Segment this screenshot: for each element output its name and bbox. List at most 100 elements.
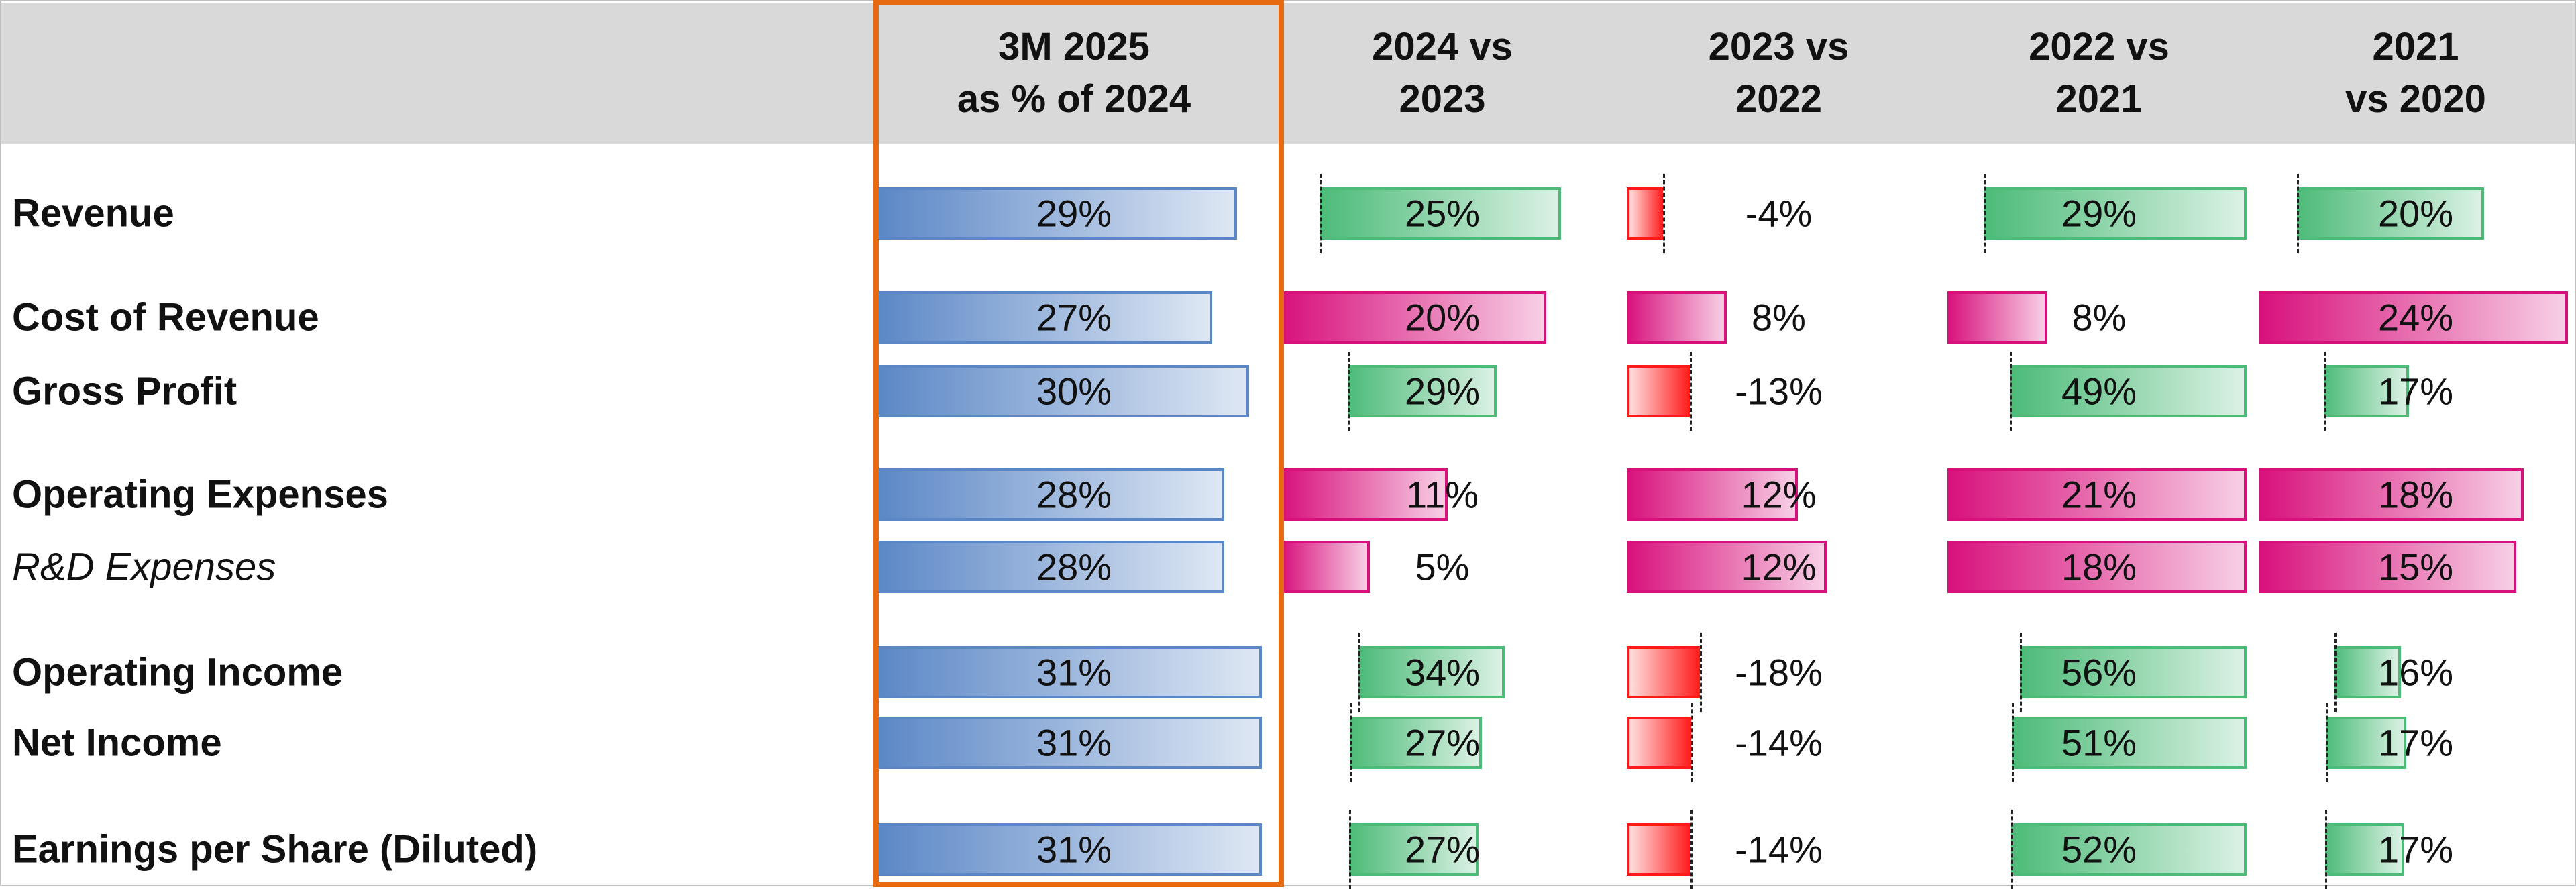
positive-growth-bar [1281, 468, 1448, 521]
positive-growth-bar [2010, 365, 2247, 417]
negative-growth-bar [1627, 187, 1664, 240]
zero-axis-line [2324, 810, 2327, 889]
column-header: 2021 vs 2020 [2259, 3, 2572, 144]
positive-growth-bar [2296, 187, 2484, 240]
share-value-label: 27% [1036, 296, 1112, 339]
growth-value-label: 16% [2377, 651, 2454, 694]
growth-value-label: -14% [1735, 721, 1823, 764]
zero-axis-line [1348, 352, 1350, 431]
zero-axis-line [2010, 810, 2013, 889]
positive-growth-bar [1350, 717, 1482, 769]
column-header: 2024 vs 2023 [1281, 3, 1603, 144]
column-header-line1: 2021 [2372, 25, 2459, 68]
zero-axis-line [1691, 703, 1694, 782]
row-label: Operating Expenses [12, 472, 388, 517]
growth-value-label: 24% [2377, 296, 2454, 339]
negative-growth-bar [1627, 646, 1700, 698]
share-bar [876, 187, 1237, 240]
positive-growth-bar [1627, 468, 1799, 521]
growth-value-label: 21% [2061, 473, 2137, 516]
share-value-label: 30% [1036, 370, 1112, 413]
column-header-line2: vs 2020 [2345, 77, 2486, 121]
growth-value-label: -13% [1735, 370, 1823, 413]
share-value-label: 31% [1036, 651, 1112, 694]
column-header: 2023 vs 2022 [1627, 3, 1931, 144]
growth-value-label: 17% [2377, 828, 2454, 871]
column-header-line2: 2021 [2055, 77, 2143, 121]
negative-growth-bar [1627, 365, 1690, 417]
growth-value-label: 29% [2061, 192, 2137, 235]
zero-axis-line [2020, 633, 2023, 712]
positive-growth-bar [2259, 468, 2524, 521]
growth-value-label: 17% [2377, 721, 2454, 764]
share-bar [876, 291, 1212, 344]
column-header-line1: 2022 vs [2029, 25, 2169, 68]
growth-value-label: 18% [2377, 473, 2454, 516]
row-label: Gross Profit [12, 369, 237, 413]
positive-growth-bar [1627, 541, 1827, 593]
growth-value-label: 27% [1404, 828, 1481, 871]
positive-growth-bar [1348, 365, 1497, 417]
growth-value-label: 8% [1752, 296, 1806, 339]
share-value-label: 28% [1036, 473, 1112, 516]
zero-axis-line [2010, 352, 2012, 431]
share-value-label: 31% [1036, 721, 1112, 764]
growth-value-label: 18% [2061, 545, 2137, 588]
growth-value-label: 12% [1741, 473, 1817, 516]
growth-value-label: 20% [1404, 296, 1481, 339]
zero-axis-line [1320, 174, 1322, 253]
share-bar [876, 365, 1250, 417]
growth-value-label: 52% [2061, 828, 2137, 871]
zero-axis-line [1689, 352, 1692, 431]
zero-axis-line [2296, 174, 2299, 253]
zero-axis-line [1663, 174, 1666, 253]
positive-growth-bar [1947, 468, 2247, 521]
positive-growth-bar [2259, 541, 2517, 593]
positive-growth-bar [2010, 823, 2247, 876]
positive-growth-bar [1947, 291, 2047, 344]
growth-value-label: 17% [2377, 370, 2454, 413]
row-label: Cost of Revenue [12, 295, 319, 339]
share-bar [876, 717, 1262, 769]
row-label: Operating Income [12, 650, 343, 694]
growth-value-label: 20% [2377, 192, 2454, 235]
growth-value-label: 8% [2072, 296, 2127, 339]
positive-growth-bar [1358, 646, 1505, 698]
share-value-label: 29% [1036, 192, 1112, 235]
row-label: R&D Expenses [12, 545, 276, 589]
row-label: Revenue [12, 191, 174, 236]
zero-axis-line [1699, 633, 1702, 712]
column-header-line1: 2024 vs [1372, 25, 1513, 68]
zero-axis-line [1348, 810, 1351, 889]
positive-growth-bar [2012, 717, 2247, 769]
growth-value-label: 25% [1404, 192, 1481, 235]
positive-growth-bar [1627, 291, 1727, 344]
growth-value-label: 12% [1741, 545, 1817, 588]
zero-axis-line [2334, 633, 2337, 712]
growth-value-label: 11% [1406, 473, 1479, 516]
column-header-line1: 2023 vs [1708, 25, 1849, 68]
column-header: 3M 2025 as % of 2024 [876, 3, 1272, 144]
share-value-label: 28% [1036, 545, 1112, 588]
row-label: Net Income [12, 721, 222, 765]
positive-growth-bar [1348, 823, 1479, 876]
growth-value-label: -4% [1745, 192, 1813, 235]
growth-value-label: 34% [1404, 651, 1481, 694]
zero-axis-line [1350, 703, 1352, 782]
positive-growth-bar [2020, 646, 2247, 698]
growth-value-label: 29% [1404, 370, 1481, 413]
negative-growth-bar [1627, 823, 1690, 876]
growth-value-label: 27% [1404, 721, 1481, 764]
column-header-line2: 2023 [1399, 77, 1486, 121]
zero-axis-line [2324, 352, 2326, 431]
growth-value-label: 51% [2061, 721, 2137, 764]
positive-growth-bar [2259, 291, 2568, 344]
share-value-label: 31% [1036, 828, 1112, 871]
positive-growth-bar [1320, 187, 1561, 240]
share-bar [876, 646, 1262, 698]
growth-value-label: 15% [2377, 545, 2454, 588]
growth-value-label: -18% [1735, 651, 1823, 694]
share-bar [876, 823, 1262, 876]
column-header-line2: 2022 [1735, 77, 1823, 121]
